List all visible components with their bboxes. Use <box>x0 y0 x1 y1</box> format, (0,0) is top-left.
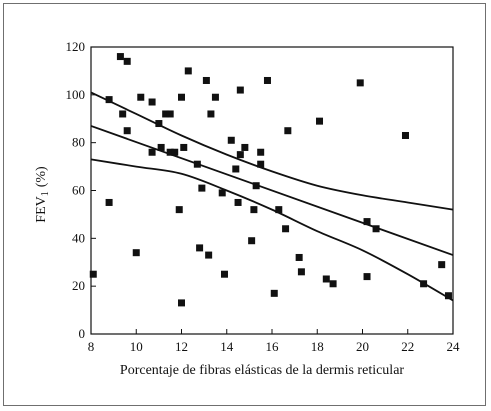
y-tick-label: 60 <box>72 183 85 198</box>
data-point <box>205 251 213 259</box>
data-point <box>178 299 185 307</box>
data-point <box>155 120 163 128</box>
data-point <box>252 182 260 190</box>
x-tick-label: 10 <box>130 339 143 354</box>
data-point <box>180 143 188 151</box>
data-point <box>157 143 165 151</box>
data-point <box>236 151 244 159</box>
data-point <box>218 189 226 197</box>
data-point <box>248 237 256 245</box>
data-point <box>132 249 140 257</box>
x-axis-label: Porcentaje de fibras elásticas de la der… <box>120 363 404 378</box>
y-axis-label-unit: (%) <box>34 166 49 187</box>
data-point <box>257 160 265 168</box>
x-tick-label: 24 <box>447 339 461 354</box>
data-point <box>116 53 124 61</box>
x-tick-label: 12 <box>175 339 188 354</box>
data-point <box>250 206 258 214</box>
data-point <box>207 110 215 118</box>
x-tick-label: 22 <box>401 339 414 354</box>
data-point <box>123 127 131 135</box>
data-point <box>356 79 364 87</box>
data-point <box>263 76 271 84</box>
data-point <box>282 225 290 233</box>
data-point <box>363 273 371 281</box>
data-point <box>105 96 113 104</box>
data-point <box>148 98 156 106</box>
data-point <box>257 148 265 156</box>
data-point <box>166 110 174 118</box>
data-point <box>119 110 127 118</box>
data-point <box>196 244 204 252</box>
data-point <box>123 57 131 65</box>
data-point <box>363 218 371 226</box>
y-axis-label-subscript: 1 <box>40 191 51 196</box>
x-tick-label: 18 <box>311 339 324 354</box>
data-point <box>178 93 185 101</box>
data-point <box>198 184 206 192</box>
data-point <box>171 148 179 156</box>
figure-frame <box>3 3 486 406</box>
data-point <box>166 148 174 156</box>
x-tick-label: 14 <box>220 339 234 354</box>
data-point <box>227 136 235 144</box>
data-point <box>220 270 228 278</box>
data-point <box>202 76 210 84</box>
axes <box>90 46 454 335</box>
fit-curves <box>90 91 454 302</box>
lower-confidence-band-line <box>90 158 454 302</box>
x-tick-label: 20 <box>356 339 369 354</box>
data-point <box>232 165 240 173</box>
data-point <box>105 198 113 206</box>
data-point <box>316 117 324 125</box>
data-point <box>211 93 219 101</box>
data-point <box>322 275 330 283</box>
regression-line <box>90 125 454 256</box>
data-point <box>401 131 409 139</box>
data-point <box>234 198 242 206</box>
data-point <box>270 289 278 297</box>
upper-confidence-band-line <box>90 91 454 211</box>
data-point <box>137 93 145 101</box>
y-tick-label: 20 <box>72 278 85 293</box>
y-tick-label: 100 <box>66 87 86 102</box>
data-point <box>297 268 305 276</box>
data-point <box>184 67 192 75</box>
data-point <box>89 270 97 278</box>
x-tick-label: 16 <box>266 339 280 354</box>
data-point <box>438 261 446 269</box>
data-point <box>193 160 201 168</box>
tick-labels: 8 10 12 14 16 18 20 22 24 0 20 40 60 80 100 120 <box>66 39 461 354</box>
data-point <box>329 280 337 288</box>
y-tick-label: 120 <box>66 39 86 54</box>
data-point <box>175 206 183 214</box>
data-point <box>372 225 380 233</box>
data-point <box>162 110 170 118</box>
y-axis-label-main: FEV <box>34 196 49 222</box>
data-point <box>241 143 249 151</box>
y-tick-label: 0 <box>79 326 86 341</box>
data-point <box>295 253 303 261</box>
data-point <box>444 292 452 300</box>
data-point <box>284 127 292 135</box>
data-points <box>89 53 452 307</box>
y-axis-label: FEV1 (%) <box>34 166 51 223</box>
y-tick-label: 40 <box>72 230 85 245</box>
y-tick-label: 80 <box>72 135 85 150</box>
data-point <box>275 206 283 214</box>
data-point <box>420 280 428 288</box>
x-tick-label: 8 <box>88 339 95 354</box>
data-point <box>236 86 244 94</box>
data-point <box>148 148 156 156</box>
